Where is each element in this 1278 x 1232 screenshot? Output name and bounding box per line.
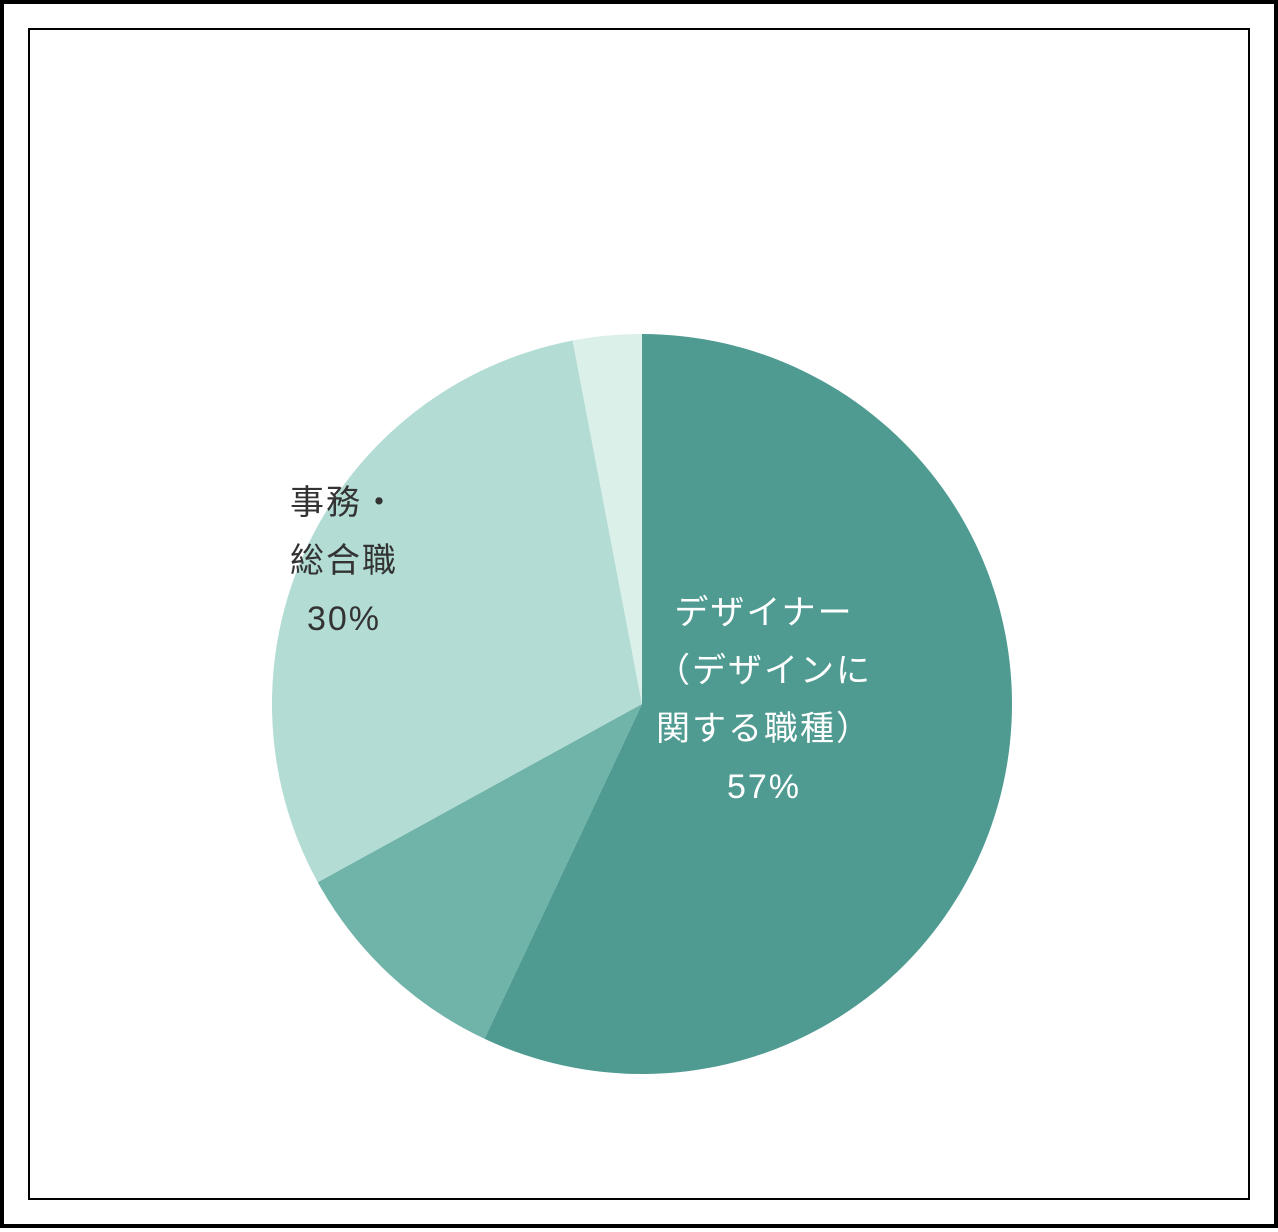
chart-frame: デザイナー（デザインに関する職種）57%事務・総合職30% xyxy=(0,0,1278,1228)
pie-chart: デザイナー（デザインに関する職種）57%事務・総合職30% xyxy=(4,4,1278,1232)
